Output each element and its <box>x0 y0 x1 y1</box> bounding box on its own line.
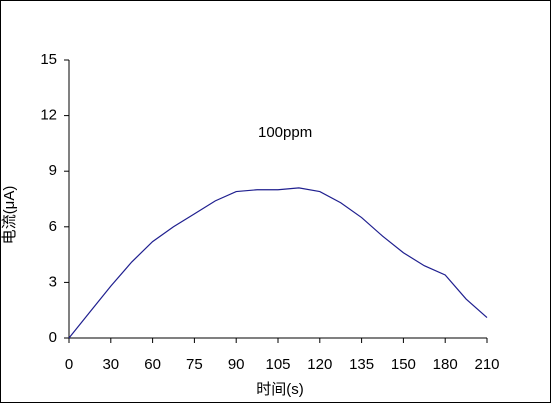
y-tick-label: 6 <box>49 218 57 235</box>
x-tick-label: 90 <box>228 356 245 373</box>
annotation: 100ppm <box>258 124 312 141</box>
x-tick-label: 75 <box>186 356 203 373</box>
x-tick-label: 210 <box>474 356 499 373</box>
x-tick-label: 120 <box>307 356 332 373</box>
x-tick-label: 180 <box>433 356 458 373</box>
y-tick-label: 3 <box>49 273 57 290</box>
y-tick-label: 15 <box>40 51 57 68</box>
x-tick-label: 150 <box>391 356 416 373</box>
y-tick-label: 9 <box>49 162 57 179</box>
line <box>68 187 488 339</box>
x-axis-label: 时间(s) <box>256 381 304 398</box>
y-tick-label: 12 <box>40 107 57 124</box>
x-tick-label: 30 <box>102 356 119 373</box>
y-axis-label: 电流(μA) <box>1 186 18 245</box>
x-tick-label: 105 <box>265 356 290 373</box>
x-tick-label: 60 <box>144 356 161 373</box>
y-tick-label: 0 <box>49 329 57 346</box>
x-tick-label: 0 <box>65 356 73 373</box>
x-tick-label: 135 <box>349 356 374 373</box>
